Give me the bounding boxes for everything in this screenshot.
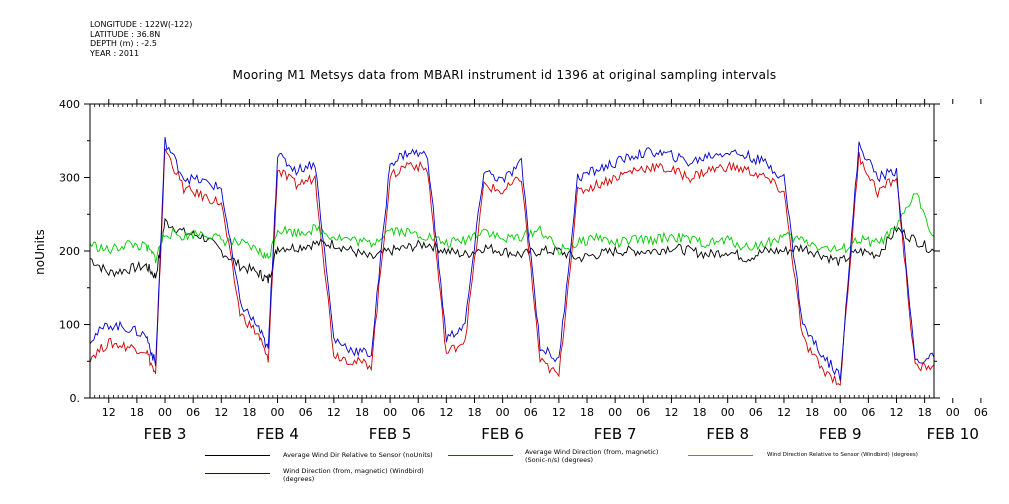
x-tick-label-11: 06	[411, 406, 425, 419]
series-line-2	[89, 148, 935, 386]
x-tick-label-7: 06	[299, 406, 313, 419]
x-tick-label-19: 06	[636, 406, 650, 419]
x-tick-label-30: 00	[946, 406, 960, 419]
metadata-block: LONGITUDE : 122W(-122) LATITUDE : 36.8N …	[90, 20, 192, 58]
x-tick-label-12: 12	[439, 406, 453, 419]
longitude-text: LONGITUDE : 122W(-122)	[90, 20, 193, 29]
x-tick-label-15: 06	[524, 406, 538, 419]
legend-swatch-black	[205, 455, 270, 456]
x-tick-label-18: 00	[608, 406, 622, 419]
legend-label-avg-wind-direction-sonic: Average Wind Direction (from, magnetic) …	[525, 448, 659, 464]
x-tick-label-1: 18	[130, 406, 144, 419]
series-line-4	[89, 137, 935, 381]
chart-title: Mooring M1 Metsys data from MBARI instru…	[232, 68, 777, 82]
y-axis-label: noUnits	[33, 229, 47, 275]
x-tick-label-14: 00	[496, 406, 510, 419]
day-label-0: FEB 3	[144, 425, 187, 443]
x-tick-label-4: 12	[214, 406, 228, 419]
legend-swatch-blue	[205, 473, 270, 474]
x-tick-label-28: 12	[889, 406, 903, 419]
series-line-1	[89, 217, 935, 284]
series-line-3	[89, 193, 935, 264]
x-tick-label-21: 18	[693, 406, 707, 419]
day-label-1: FEB 4	[256, 425, 299, 443]
x-tick-label-2: 00	[158, 406, 172, 419]
x-tick-label-26: 00	[833, 406, 847, 419]
day-label-2: FEB 5	[369, 425, 412, 443]
year-text: YEAR : 2011	[90, 48, 140, 58]
axes: 0. 100 200 300 400 12 18 00 06 12 18 00 06 12 18 00 06 12…	[59, 98, 988, 443]
y-tick-label-1: 100	[59, 319, 80, 332]
x-tick-label-8: 12	[327, 406, 341, 419]
day-label-6: FEB 9	[819, 425, 862, 443]
depth-text: DEPTH (m) : -2.5	[90, 39, 157, 48]
day-label-3: FEB 6	[481, 425, 524, 443]
legend-label-avg-wind-dir-relative: Average Wind Dir Relative to Sensor (noU…	[283, 451, 433, 459]
x-tick-label-3: 06	[186, 406, 200, 419]
legend-label-wind-direction-windbird: Wind Direction (from, magnetic) (Windbir…	[283, 467, 424, 483]
legend-label-wind-dir-relative-windbird: Wind Direction Relative to Sensor (Windb…	[767, 452, 918, 458]
x-tick-label-5: 18	[242, 406, 256, 419]
y-tick-label-0: 0.	[70, 392, 81, 405]
y-tick-label-2: 200	[59, 245, 80, 258]
x-tick-label-31: 06	[974, 406, 988, 419]
x-tick-label-27: 06	[861, 406, 875, 419]
x-tick-label-23: 06	[749, 406, 763, 419]
legend-swatch-red	[448, 455, 513, 456]
plot-area	[89, 137, 935, 386]
x-tick-label-10: 00	[383, 406, 397, 419]
x-tick-label-25: 18	[805, 406, 819, 419]
legend-swatch-green	[688, 455, 753, 456]
x-tick-label-0: 12	[102, 406, 116, 419]
day-label-5: FEB 8	[706, 425, 749, 443]
latitude-text: LATITUDE : 36.8N	[90, 29, 161, 39]
x-tick-label-20: 12	[664, 406, 678, 419]
x-tick-label-22: 00	[721, 406, 735, 419]
y-tick-label-4: 400	[59, 98, 80, 111]
x-tick-label-13: 18	[467, 406, 481, 419]
x-tick-label-29: 18	[918, 406, 932, 419]
x-tick-label-17: 18	[580, 406, 594, 419]
day-label-4: FEB 7	[594, 425, 637, 443]
y-tick-label-3: 300	[59, 172, 80, 185]
x-tick-label-6: 00	[271, 406, 285, 419]
x-tick-label-24: 12	[777, 406, 791, 419]
x-tick-label-9: 18	[355, 406, 369, 419]
x-tick-label-16: 12	[552, 406, 566, 419]
day-label-7: FEB 10	[927, 425, 979, 443]
